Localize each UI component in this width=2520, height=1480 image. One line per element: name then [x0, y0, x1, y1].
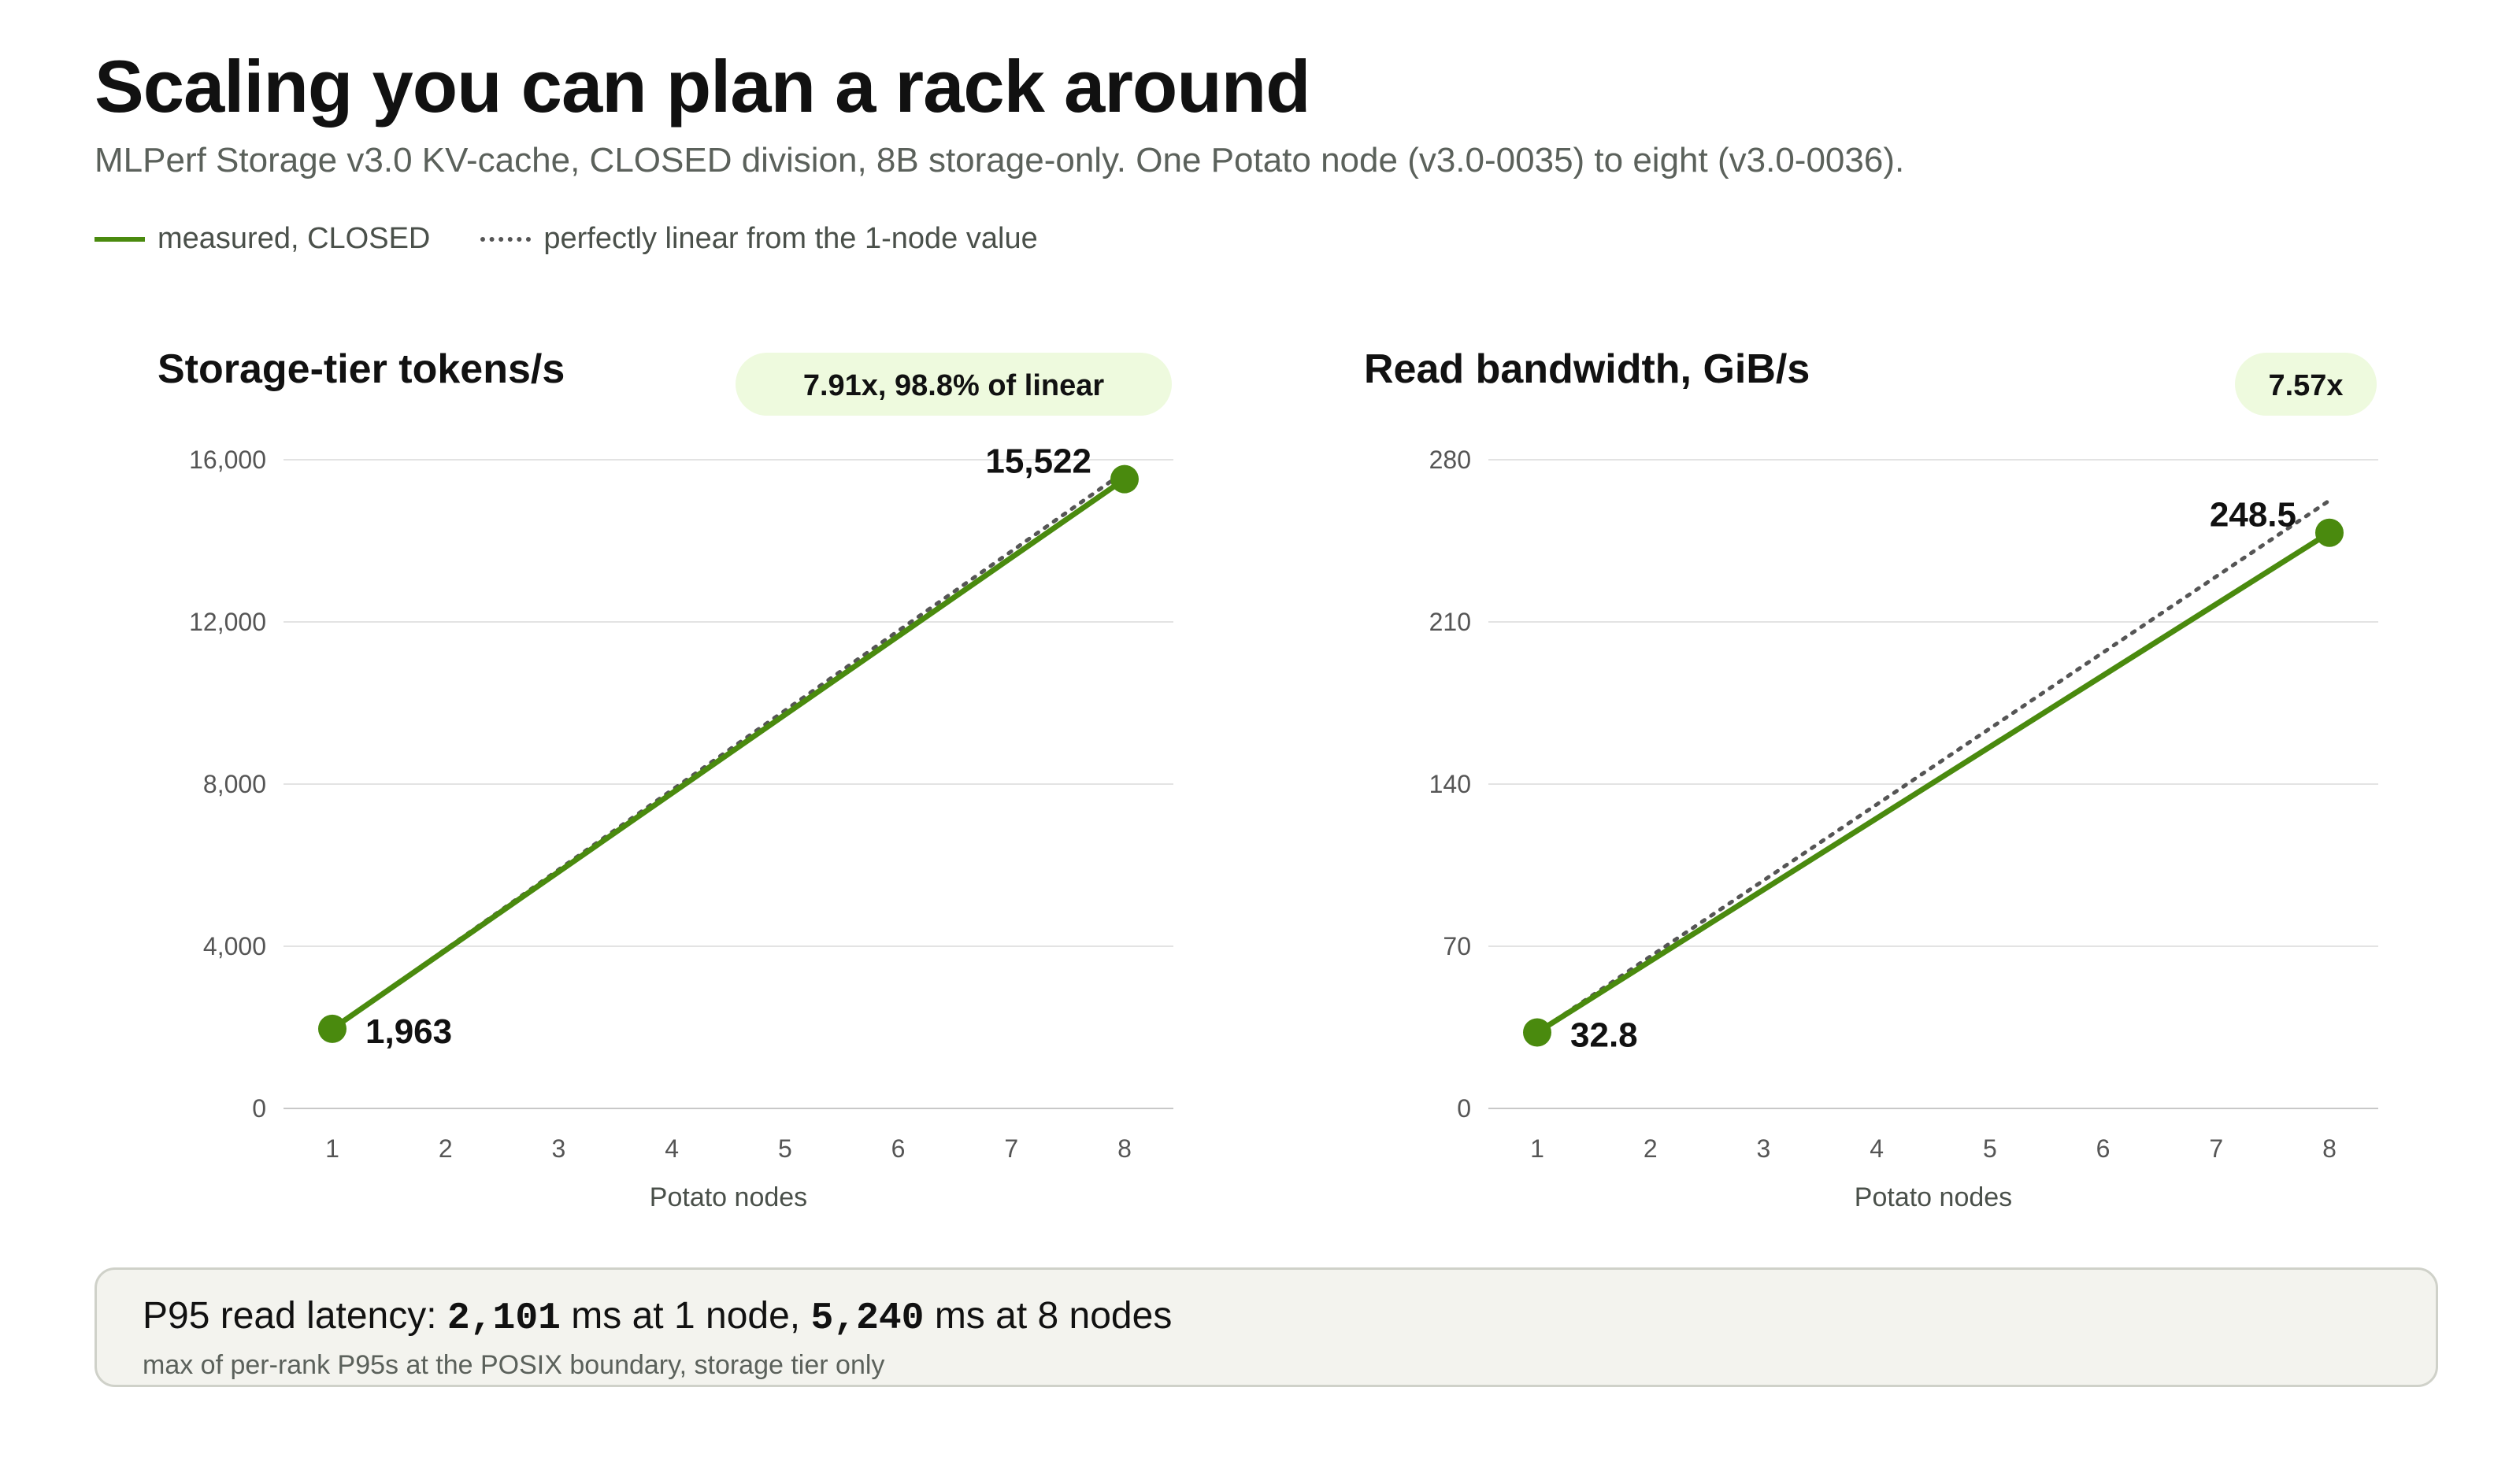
- chart-1-x-tick-label: 2: [439, 1134, 453, 1163]
- latency-note-sub: max of per-rank P95s at the POSIX bounda…: [143, 1349, 885, 1380]
- chart-2-x-tick-label: 3: [1757, 1134, 1771, 1163]
- chart-2-x-tick-label: 4: [1870, 1134, 1884, 1163]
- chart-2-x-tick-label: 2: [1644, 1134, 1658, 1163]
- chart-1-series-linear-line: [330, 469, 1127, 1031]
- chart-2-badge: 7.57x: [2268, 369, 2343, 402]
- chart-2-title: Read bandwidth, GiB/s: [1364, 346, 1810, 392]
- chart-2-y-tick-label: 140: [1429, 770, 1471, 798]
- charts-area: Storage-tier tokens/s 7.91x, 98.8% of lin…: [158, 346, 2378, 1212]
- legend: measured, CLOSED perfectly linear from t…: [94, 222, 1088, 256]
- page-subtitle: MLPerf Storage v3.0 KV-cache, CLOSED div…: [94, 141, 1905, 179]
- chart-2-data-point: [2315, 518, 2344, 547]
- latency-note-main: P95 read latency: 2,101 ms at 1 node, 5,…: [143, 1293, 2390, 1342]
- latency-suffix: ms at 8 nodes: [924, 1295, 1173, 1337]
- chart-2-data-label: 248.5: [2210, 496, 2296, 535]
- legend-swatch-dotted-line-icon: [480, 236, 532, 242]
- chart-2-series-linear-line: [1535, 498, 2332, 1034]
- legend-item-linear: perfectly linear from the 1-node value: [480, 222, 1038, 256]
- chart-2-x-tick-label: 8: [2322, 1134, 2337, 1163]
- chart-2-y-tick-label: 280: [1429, 446, 1471, 474]
- chart-1-x-tick-label: 7: [1004, 1134, 1018, 1163]
- legend-label-linear: perfectly linear from the 1-node value: [543, 222, 1038, 255]
- chart-2-x-tick-label: 6: [2096, 1134, 2110, 1163]
- latency-value-8-nodes: 5,240: [810, 1297, 925, 1340]
- chart-2-series-measured-line: [1534, 530, 2333, 1035]
- chart-1-series-measured-line: [329, 476, 1128, 1032]
- legend-label-measured: measured, CLOSED: [158, 222, 431, 255]
- chart-2-y-tick-label: 210: [1429, 608, 1471, 636]
- chart-2-x-tick-label: 7: [2209, 1134, 2223, 1163]
- chart-1-y-tick-label: 8,000: [203, 770, 266, 798]
- chart-1-y-tick-label: 16,000: [189, 446, 266, 474]
- latency-mid: ms at 1 node,: [560, 1295, 811, 1337]
- chart-1-x-tick-label: 8: [1117, 1134, 1132, 1163]
- chart-1-data-label: 1,963: [365, 1012, 452, 1051]
- chart-1-x-tick-label: 6: [891, 1134, 906, 1163]
- chart-2-data-label: 32.8: [1570, 1016, 1638, 1054]
- chart-2-badge-background: [2235, 353, 2377, 416]
- chart-1-x-axis-label: Potato nodes: [650, 1182, 807, 1212]
- chart-1-data-point: [1110, 464, 1139, 494]
- chart-1-badge: 7.91x, 98.8% of linear: [803, 369, 1105, 402]
- chart-2-x-axis-label: Potato nodes: [1855, 1182, 2012, 1212]
- chart-1-x-tick-label: 5: [778, 1134, 792, 1163]
- chart-1-title: Storage-tier tokens/s: [158, 346, 565, 392]
- page-title: Scaling you can plan a rack around: [94, 45, 1311, 128]
- chart-1-data-label: 15,522: [985, 442, 1091, 481]
- chart-2-y-tick-label: 70: [1443, 932, 1471, 960]
- chart-1-x-tick-label: 1: [325, 1134, 339, 1163]
- chart-2-x-tick-label: 1: [1530, 1134, 1544, 1163]
- latency-value-1-node: 2,101: [447, 1297, 561, 1340]
- chart-1-y-tick-label: 4,000: [203, 932, 266, 960]
- chart-1-x-tick-label: 3: [552, 1134, 566, 1163]
- latency-note: P95 read latency: 2,101 ms at 1 node, 5,…: [94, 1267, 2438, 1387]
- latency-prefix: P95 read latency:: [143, 1295, 447, 1337]
- chart-1-y-tick-label: 0: [252, 1094, 266, 1123]
- chart-1-badge-background: [736, 353, 1172, 416]
- chart-1-x-tick-label: 4: [665, 1134, 679, 1163]
- chart-1-y-tick-label: 12,000: [189, 608, 266, 636]
- legend-swatch-solid-line-icon: [94, 236, 145, 242]
- chart-2-x-tick-label: 5: [1983, 1134, 1997, 1163]
- chart-2-y-tick-label: 0: [1457, 1094, 1471, 1123]
- legend-item-measured: measured, CLOSED: [94, 222, 430, 256]
- chart-2-data-point: [1523, 1018, 1551, 1047]
- chart-1-data-point: [318, 1014, 346, 1043]
